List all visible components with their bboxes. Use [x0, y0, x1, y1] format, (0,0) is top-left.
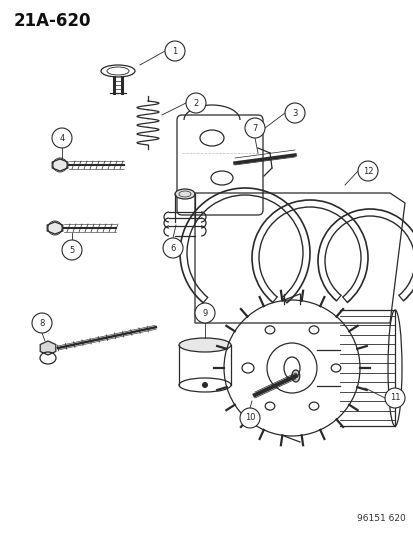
Text: 21A-620: 21A-620	[14, 12, 91, 30]
Circle shape	[384, 388, 404, 408]
Text: 10: 10	[244, 414, 255, 423]
Circle shape	[62, 240, 82, 260]
Circle shape	[357, 161, 377, 181]
Polygon shape	[40, 341, 56, 355]
Text: 11: 11	[389, 393, 399, 402]
Circle shape	[244, 118, 264, 138]
Text: 1: 1	[172, 46, 177, 55]
Circle shape	[185, 93, 206, 113]
Text: 4: 4	[59, 133, 64, 142]
Text: 7: 7	[252, 124, 257, 133]
Circle shape	[240, 408, 259, 428]
Text: 3: 3	[292, 109, 297, 117]
Text: 6: 6	[170, 244, 175, 253]
Text: 96151 620: 96151 620	[356, 514, 405, 523]
Circle shape	[32, 313, 52, 333]
Text: 9: 9	[202, 309, 207, 318]
Polygon shape	[52, 159, 68, 171]
Ellipse shape	[178, 338, 230, 352]
Circle shape	[52, 128, 72, 148]
Text: 5: 5	[69, 246, 74, 254]
Ellipse shape	[175, 189, 195, 199]
Polygon shape	[47, 222, 63, 234]
Circle shape	[163, 238, 183, 258]
Circle shape	[284, 103, 304, 123]
Text: 12: 12	[362, 166, 373, 175]
Circle shape	[202, 382, 207, 388]
Text: 8: 8	[39, 319, 45, 327]
Circle shape	[165, 41, 185, 61]
Ellipse shape	[291, 370, 299, 382]
Circle shape	[195, 303, 214, 323]
Text: 2: 2	[193, 99, 198, 108]
